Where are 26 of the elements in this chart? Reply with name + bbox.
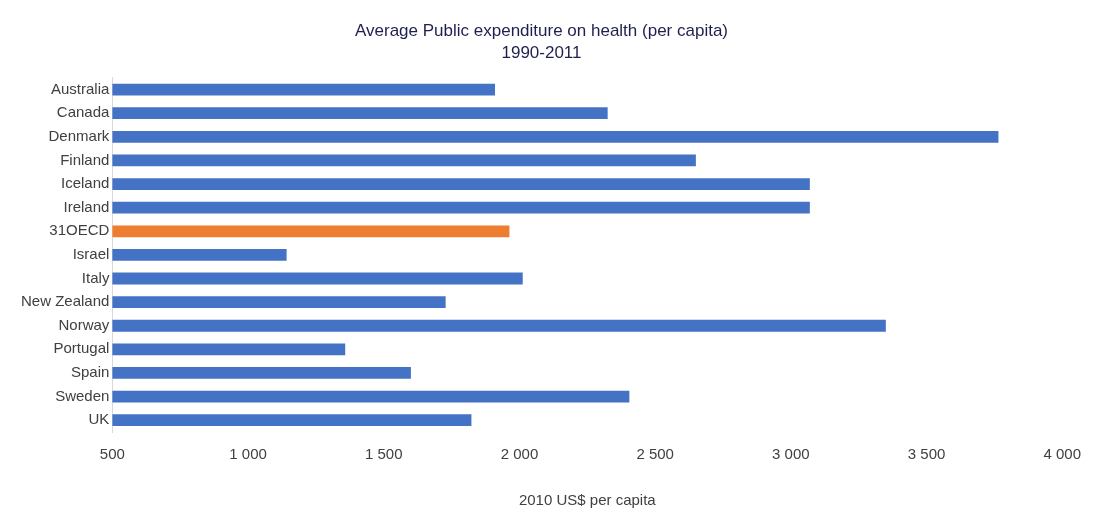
x-axis-title: 2010 US$ per capita <box>518 491 657 509</box>
y-tick-label: Australia <box>51 79 111 97</box>
y-tick-label: New Zealand <box>20 292 110 310</box>
chart-title: Average Public expenditure on health (per capita) <box>355 20 728 40</box>
y-tick-label: UK <box>88 410 110 428</box>
chart-subtitle: 1990-2011 <box>501 43 582 63</box>
x-tick-label: 3 500 <box>907 445 946 463</box>
x-tick-label: 2 000 <box>500 445 539 463</box>
y-tick-label: Israel <box>72 245 110 263</box>
y-tick-label: Sweden <box>55 386 110 404</box>
x-tick-label: 4 000 <box>1043 445 1082 463</box>
x-tick-label: 2 500 <box>636 445 674 463</box>
y-tick-label: Iceland <box>61 174 110 192</box>
y-tick-label: 31OECD <box>49 221 110 239</box>
y-tick-label: Italy <box>81 268 110 286</box>
x-tick-label: 1 500 <box>364 445 403 463</box>
x-tick-label: 500 <box>99 445 125 463</box>
y-tick-label: Ireland <box>63 197 110 215</box>
y-tick-label: Canada <box>56 103 111 121</box>
x-tick-label: 3 000 <box>772 445 810 463</box>
y-tick-label: Finland <box>60 150 110 168</box>
y-tick-label: Portugal <box>53 339 110 357</box>
y-tick-label: Spain <box>71 363 110 381</box>
y-tick-label: Norway <box>58 315 110 333</box>
x-tick-label: 1 000 <box>229 445 267 463</box>
y-tick-label: Denmark <box>48 126 110 144</box>
